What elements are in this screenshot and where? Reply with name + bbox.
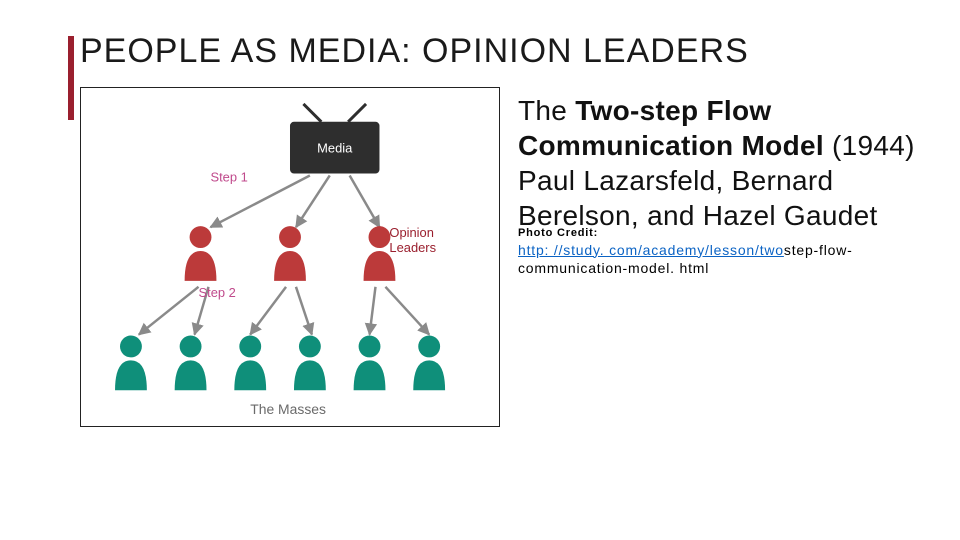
svg-text:Step 1: Step 1 [210,169,247,184]
source-link-line: http: //study. com/academy/lesson/twoste… [518,241,920,277]
source-link[interactable]: http: //study. com/academy/lesson/two [518,242,784,258]
content-row: Media Step 1 Step 2 OpinionLeaders The Masse… [80,87,920,427]
svg-text:Media: Media [317,140,353,155]
svg-text:Step 2: Step 2 [199,284,236,299]
title-block: PEOPLE AS MEDIA: OPINION LEADERS [80,30,920,73]
diagram-svg: Media Step 1 Step 2 OpinionLeaders The Masse… [81,88,499,426]
title-accent-bar [68,36,74,120]
svg-text:The Masses: The Masses [250,401,326,417]
svg-text:Leaders: Leaders [389,240,436,255]
svg-text:Opinion: Opinion [389,225,433,240]
page-title: PEOPLE AS MEDIA: OPINION LEADERS [80,30,920,73]
body-paragraph: The Two-step Flow Communication Model (1… [518,93,920,233]
two-step-flow-diagram: Media Step 1 Step 2 OpinionLeaders The Masse… [80,87,500,427]
slide: PEOPLE AS MEDIA: OPINION LEADERS Media St… [0,0,960,540]
text-column: The Two-step Flow Communication Model (1… [518,87,920,427]
body-lead: The [518,95,575,126]
